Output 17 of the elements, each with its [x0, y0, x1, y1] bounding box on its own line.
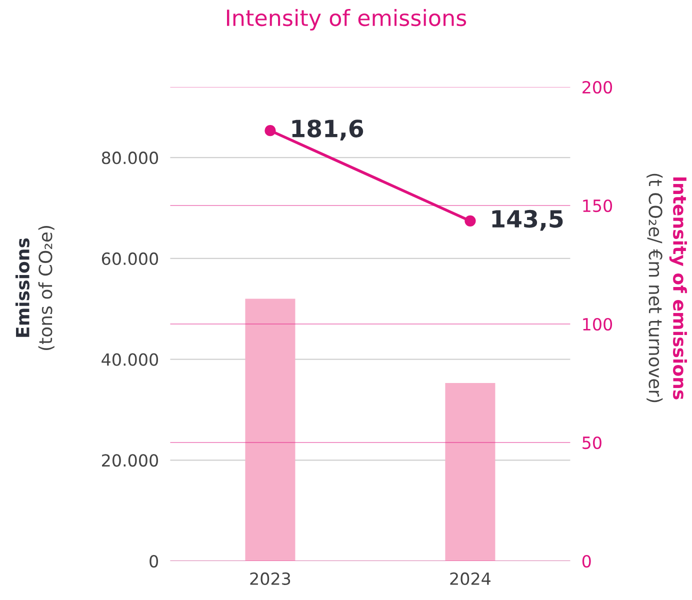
y2-tick-label: 200	[582, 80, 612, 94]
y2-axis-title: Intensity of emissions (t CO₂e/ €m net turnover)	[646, 174, 687, 402]
y-tick-label: 40.000	[102, 353, 158, 366]
y-tick-label: 20.000	[102, 454, 158, 467]
y2-tick-label: 50	[582, 436, 602, 450]
x-tick-label: 2023	[250, 572, 290, 586]
y2-tick-label: 100	[583, 318, 612, 331]
chart-title: Intensity of emissions	[227, 9, 466, 31]
data-label: 143,5	[492, 210, 563, 231]
y2-tick-label: 0	[582, 554, 591, 568]
y-tick-label: 0	[150, 554, 158, 568]
y-tick-label: 60.000	[102, 252, 158, 266]
y2-tick-label: 150	[583, 199, 612, 212]
x-tick-label: 2024	[450, 572, 490, 586]
y-axis-title: Emissions (tons of CO₂e)	[15, 226, 54, 350]
y-tick-label: 80.000	[102, 152, 158, 164]
data-label: 181,6	[292, 120, 364, 140]
